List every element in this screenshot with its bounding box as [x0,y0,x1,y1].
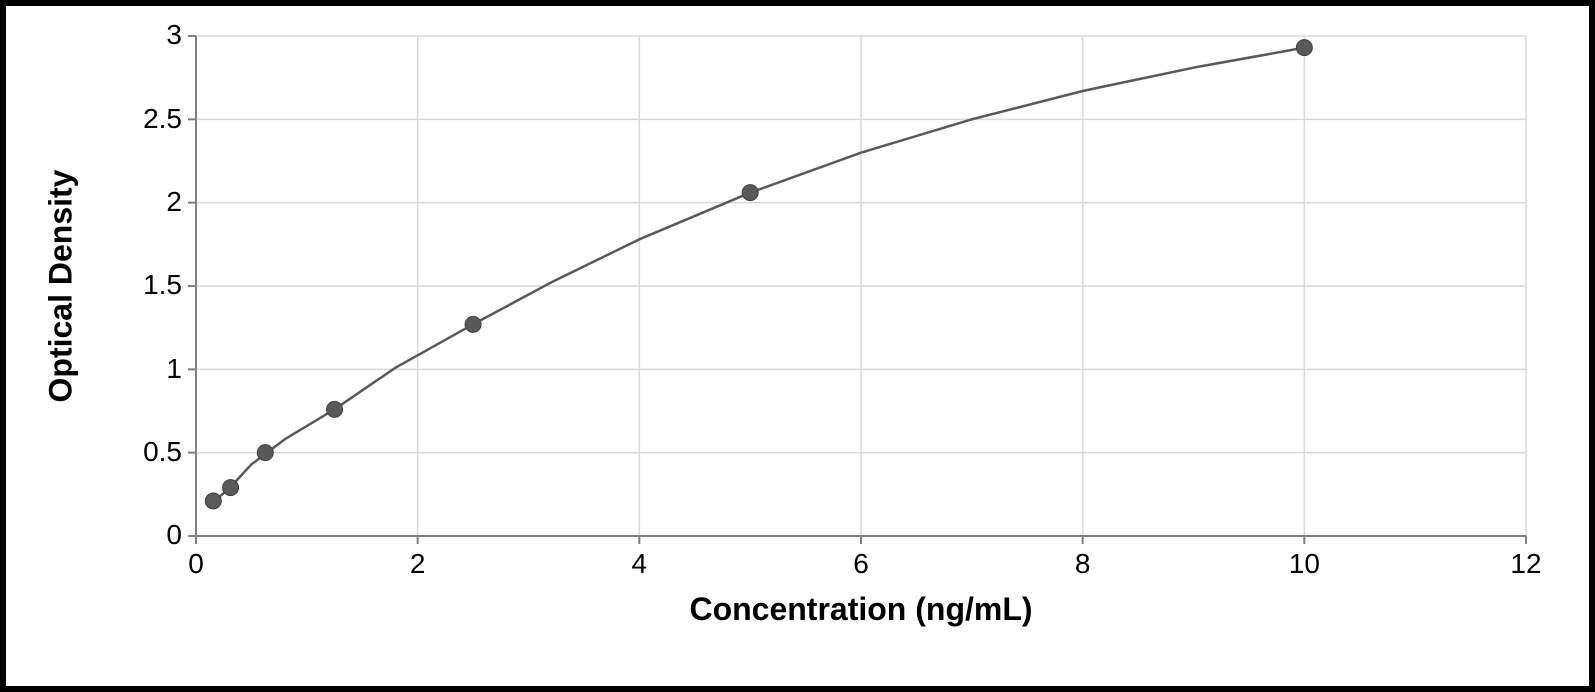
chart-plot [6,6,1589,686]
x-tick-label: 6 [821,548,901,580]
x-tick-label: 0 [156,548,236,580]
x-tick-label: 8 [1043,548,1123,580]
y-tick-label: 3 [102,19,182,51]
x-tick-label: 2 [378,548,458,580]
y-tick-label: 0 [102,519,182,551]
y-tick-label: 1 [102,353,182,385]
y-axis-label: Optical Density [43,170,80,403]
x-axis-label: Concentration (ng/mL) [689,591,1032,628]
x-tick-label: 10 [1264,548,1344,580]
y-tick-label: 2.5 [102,103,182,135]
y-tick-label: 0.5 [102,436,182,468]
y-tick-label: 2 [102,186,182,218]
x-tick-label: 4 [599,548,679,580]
chart-frame: Optical Density Concentration (ng/mL) 0 2… [0,0,1595,692]
y-tick-label: 1.5 [102,269,182,301]
x-tick-label: 12 [1486,548,1566,580]
